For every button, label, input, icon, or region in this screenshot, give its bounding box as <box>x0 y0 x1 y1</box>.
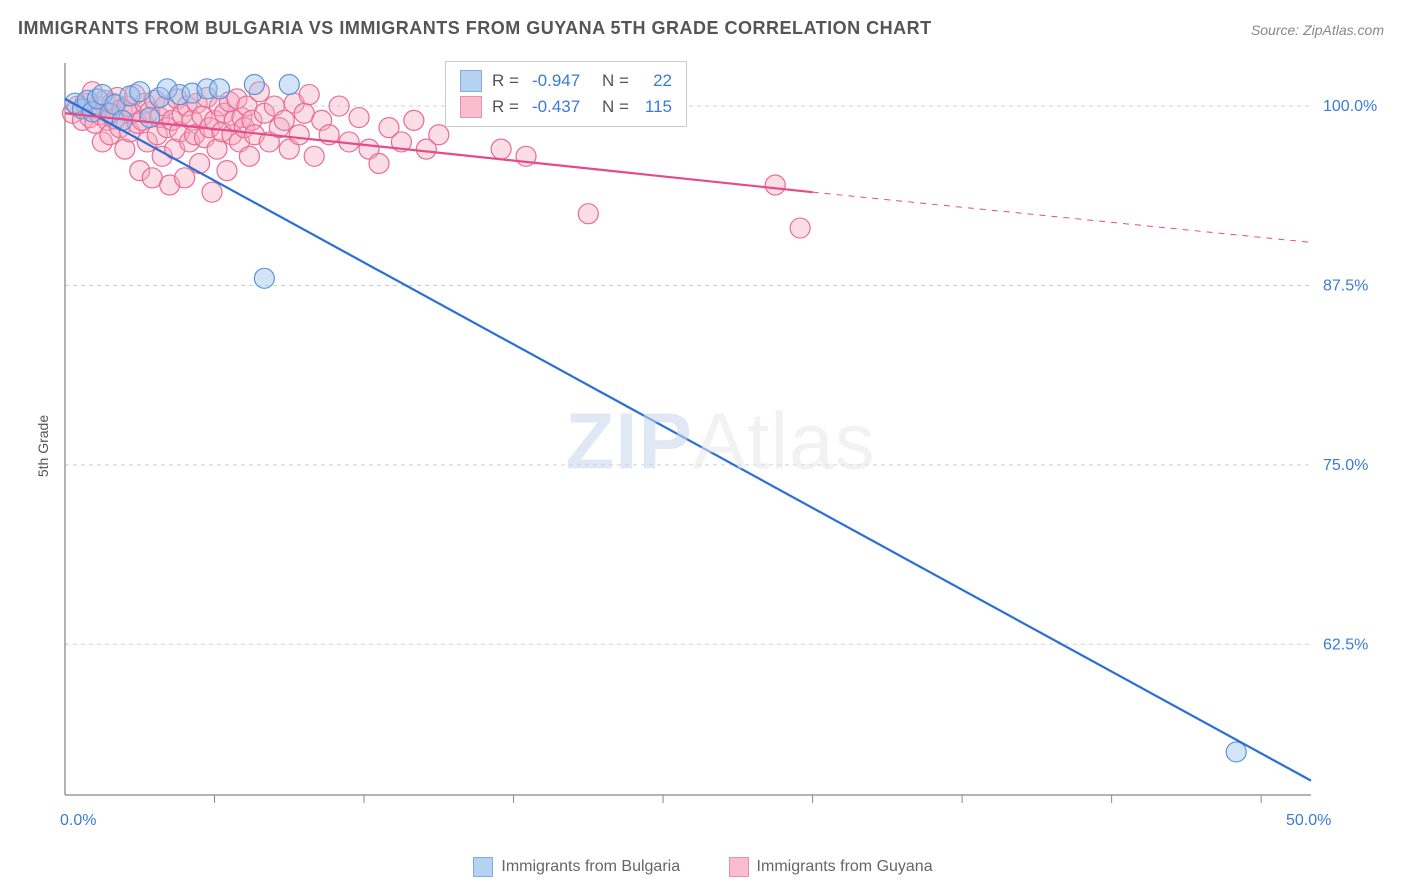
corr-r-value: -0.437 <box>532 97 592 117</box>
data-point <box>790 218 810 238</box>
data-point <box>1226 742 1246 762</box>
corr-n-value: 22 <box>642 71 672 91</box>
data-point <box>175 168 195 188</box>
legend-swatch-a <box>473 857 493 877</box>
legend-label-a: Immigrants from Bulgaria <box>501 858 680 876</box>
corr-swatch <box>460 70 482 92</box>
scatter-plot: 62.5% 75.0% 87.5% 100.0% 0.0% 50.0% <box>55 55 1386 837</box>
data-point <box>329 96 349 116</box>
data-point <box>491 139 511 159</box>
data-point <box>239 146 259 166</box>
series-legend: Immigrants from Bulgaria Immigrants from… <box>0 857 1406 882</box>
corr-r-label: R = <box>492 71 522 91</box>
x-tick-label: 50.0% <box>1286 812 1331 829</box>
correlation-legend: R = -0.947 N = 22 R = -0.437 N = 115 <box>445 61 687 127</box>
data-point <box>304 146 324 166</box>
data-point <box>130 82 150 102</box>
legend-item-b: Immigrants from Guyana <box>729 857 933 877</box>
data-point <box>217 161 237 181</box>
data-point <box>765 175 785 195</box>
corr-swatch <box>460 96 482 118</box>
chart-title: IMMIGRANTS FROM BULGARIA VS IMMIGRANTS F… <box>18 18 932 39</box>
y-tick-label: 100.0% <box>1323 98 1377 115</box>
corr-row: R = -0.437 N = 115 <box>460 94 672 120</box>
data-point <box>429 125 449 145</box>
data-point <box>140 108 160 128</box>
corr-n-label: N = <box>602 71 632 91</box>
y-tick-label: 75.0% <box>1323 457 1368 474</box>
legend-label-b: Immigrants from Guyana <box>757 858 933 876</box>
source-label: Source: ZipAtlas.com <box>1251 22 1384 38</box>
data-point <box>244 75 264 95</box>
legend-item-a: Immigrants from Bulgaria <box>473 857 680 877</box>
y-tick-label: 62.5% <box>1323 636 1368 653</box>
data-point <box>210 79 230 99</box>
data-point <box>279 75 299 95</box>
corr-row: R = -0.947 N = 22 <box>460 68 672 94</box>
corr-n-label: N = <box>602 97 632 117</box>
data-point <box>299 85 319 105</box>
data-point <box>274 110 294 130</box>
data-point <box>289 125 309 145</box>
trend-line-a <box>65 99 1311 781</box>
data-point <box>202 182 222 202</box>
data-point <box>578 204 598 224</box>
legend-swatch-b <box>729 857 749 877</box>
data-point <box>190 153 210 173</box>
corr-n-value: 115 <box>642 97 672 117</box>
corr-r-label: R = <box>492 97 522 117</box>
data-point <box>349 108 369 128</box>
trend-line-b-ext <box>813 192 1311 242</box>
corr-r-value: -0.947 <box>532 71 592 91</box>
data-point <box>404 110 424 130</box>
y-axis-label: 5th Grade <box>35 415 51 477</box>
data-point <box>369 153 389 173</box>
y-tick-label: 87.5% <box>1323 277 1368 294</box>
x-tick-label: 0.0% <box>60 812 96 829</box>
chart-area: ZIPAtlas 62.5%75.0%87.5%100.0%0.0%50.0% … <box>55 55 1386 837</box>
data-point <box>254 268 274 288</box>
